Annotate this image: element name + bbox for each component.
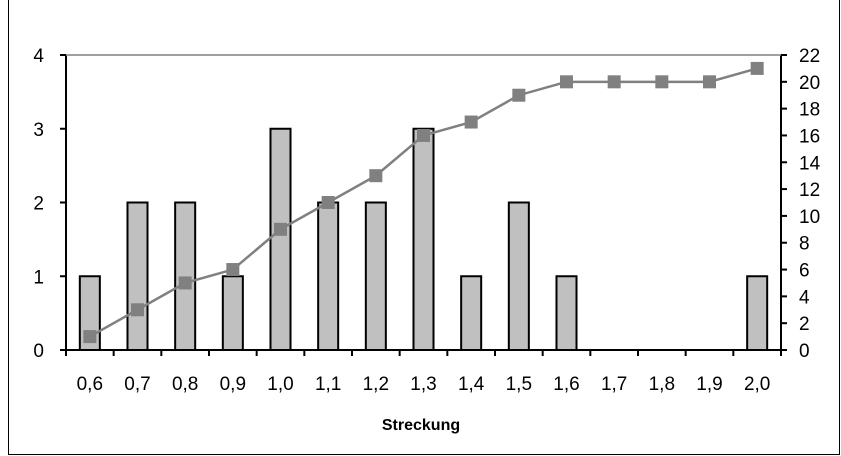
x-tick-label-1,0: 1,0 [267,374,293,395]
x-tick-label-1,4: 1,4 [458,374,485,395]
left-tick-label-4: 4 [33,46,44,67]
cumulative-line-series [83,61,764,344]
x-tick-label-0,9: 0,9 [220,374,246,395]
line-point-1,0 [274,222,287,236]
line-point-0,8 [178,276,192,290]
line-point-0,7 [131,303,144,317]
right-tick-label-12: 12 [799,180,820,201]
line-point-1,7 [607,75,621,89]
line-point-1,1 [321,196,335,209]
bar-series [78,127,769,351]
left-tick-label-0: 0 [33,341,44,362]
x-tick-label-0,8: 0,8 [172,374,198,395]
right-tick-label-8: 8 [799,234,810,255]
x-tick-label-1,1: 1,1 [315,374,341,395]
x-tick-label-1,7: 1,7 [601,374,627,395]
line-point-1,2 [369,169,383,183]
chart-frame [8,0,840,455]
left-tick-label-1: 1 [33,267,44,288]
x-tick-label-0,7: 0,7 [124,374,150,395]
line-point-2,0 [750,61,764,75]
right-tick-label-2: 2 [799,314,810,335]
line-point-1,4 [464,115,478,129]
right-tick-label-14: 14 [799,153,821,174]
line-point-0,6 [83,330,97,344]
x-tick-label-1,6: 1,6 [553,374,579,395]
bar-0,8 [174,201,197,351]
bar-1,1 [317,201,340,351]
axes [60,54,787,356]
bar-1,4 [460,275,483,351]
bar-1,0 [269,127,292,351]
x-tick-label-2,0: 2,0 [744,374,770,395]
x-tick-label-1,3: 1,3 [410,374,436,395]
bar-1,6 [555,275,578,351]
bar-1,5 [507,201,530,351]
bar-0,7 [126,201,149,351]
right-tick-label-22: 22 [799,46,820,67]
line-point-1,3 [417,128,430,142]
line-point-0,9 [226,263,240,277]
line-point-1,9 [703,75,716,89]
right-tick-label-10: 10 [799,207,820,228]
right-tick-label-18: 18 [799,100,820,121]
right-tick-label-20: 20 [799,73,820,94]
bar-0,9 [221,275,244,351]
right-tick-label-4: 4 [799,287,810,308]
x-tick-label-0,6: 0,6 [77,374,103,395]
bar-1,2 [364,201,387,351]
line-point-1,6 [560,75,573,89]
x-axis-label: Streckung [382,417,460,434]
bar-2,0 [746,275,769,351]
left-tick-label-3: 3 [33,120,44,141]
x-tick-label-1,8: 1,8 [649,374,675,395]
right-tick-label-16: 16 [799,126,820,147]
line-point-1,5 [512,88,526,102]
left-tick-label-2: 2 [33,194,44,215]
bar-1,3 [412,127,435,351]
x-tick-label-1,2: 1,2 [363,374,389,395]
x-tick-label-1,9: 1,9 [696,374,722,395]
right-tick-label-0: 0 [799,341,810,362]
line-point-1,8 [655,75,669,89]
x-tick-label-1,5: 1,5 [506,374,532,395]
right-tick-label-6: 6 [799,261,810,282]
